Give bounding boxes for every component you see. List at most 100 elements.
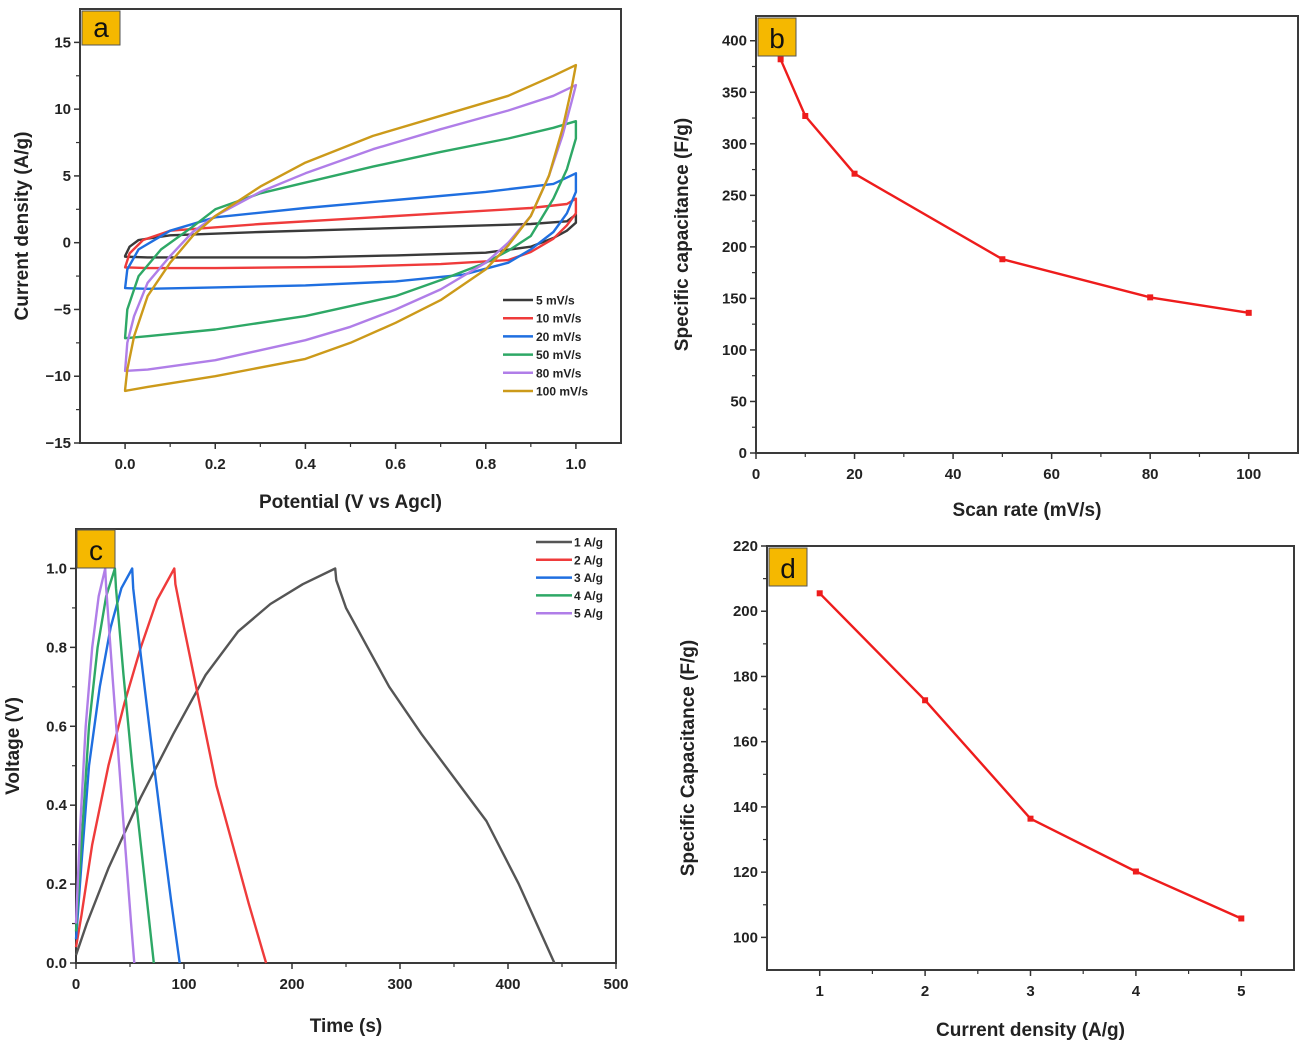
y-tick-label: 160 — [733, 734, 758, 751]
panel-label-letter: a — [93, 12, 109, 43]
series-line-specific-capacitance — [779, 58, 1249, 314]
data-point — [922, 697, 929, 704]
legend-label: 5 A/g — [574, 607, 603, 621]
y-tick-label: 120 — [733, 864, 758, 881]
y-tick-label: −5 — [54, 301, 71, 318]
x-tick-label: 200 — [279, 976, 304, 993]
x-tick-label: 40 — [945, 466, 962, 483]
panel-b: 0 20 40 60 80 100 0 50 100 150 200 250 300 350 400 Scan… — [672, 15, 1299, 521]
panel-label-letter: d — [780, 553, 796, 584]
x-tick-label: 500 — [603, 976, 628, 993]
x-tick-label: 4 — [1132, 983, 1141, 1000]
x-tick-label: 1 — [816, 983, 824, 1000]
series-line-80-mv-s — [123, 83, 578, 373]
panel-c: 0 100 200 300 400 500 0.0 0.2 0.4 0.6 0.8 1.0 Time (… — [3, 528, 629, 1037]
panel-label-badge — [757, 17, 797, 57]
y-tick-label: 400 — [722, 33, 747, 50]
legend-label: 1 A/g — [574, 536, 603, 550]
y-tick-label: 0.6 — [46, 718, 67, 735]
x-tick-label: 0 — [72, 976, 80, 993]
plot-frame — [75, 528, 617, 964]
x-tick-label: 60 — [1043, 466, 1060, 483]
series-line-10-mv-s — [123, 197, 578, 270]
y-tick-label: 50 — [730, 393, 747, 410]
x-tick-label: 100 — [171, 976, 196, 993]
y-axis-title: Current density (A/g) — [12, 132, 33, 321]
legend-label: 50 mV/s — [536, 348, 582, 362]
x-tick-label: 80 — [1142, 466, 1159, 483]
y-tick-label: 200 — [733, 603, 758, 620]
y-tick-label: 140 — [733, 799, 758, 816]
x-tick-label: 20 — [846, 466, 863, 483]
legend-label: 80 mV/s — [536, 366, 582, 380]
y-tick-label: 10 — [54, 101, 71, 118]
series-line-20-mv-s — [123, 172, 578, 290]
y-tick-label: 0 — [739, 445, 747, 462]
series-line-specific-capacitance — [818, 592, 1242, 920]
y-tick-label: 150 — [722, 290, 747, 307]
data-point — [1238, 915, 1245, 922]
y-tick-label: 220 — [733, 538, 758, 555]
y-tick-label: 200 — [722, 239, 747, 256]
y-axis-title: Voltage (V) — [3, 697, 24, 795]
x-tick-label: 0.2 — [205, 456, 226, 473]
y-tick-label: 5 — [63, 168, 71, 185]
panel-label-badge — [81, 10, 121, 46]
x-axis-title: Potential (V vs Agcl) — [259, 492, 442, 513]
series-line-5-a-g — [74, 567, 136, 964]
data-point — [777, 56, 784, 63]
data-point — [1147, 294, 1154, 301]
x-tick-label: 0.8 — [475, 456, 496, 473]
x-tick-label: 0.4 — [295, 456, 317, 473]
x-tick-label: 5 — [1237, 983, 1245, 1000]
panel-label-letter: b — [769, 23, 785, 54]
panel-d: 1 2 3 4 5 100 120 140 160 180 200 220 Current densit… — [678, 538, 1295, 1041]
y-axis-title: Specific capacitance (F/g) — [672, 118, 693, 351]
x-tick-label: 300 — [387, 976, 412, 993]
data-point — [802, 112, 809, 119]
legend-label: 3 A/g — [574, 571, 603, 585]
x-tick-label: 400 — [495, 976, 520, 993]
series-line-1-a-g — [74, 567, 556, 964]
legend-label: 4 A/g — [574, 589, 603, 603]
y-tick-label: 100 — [722, 342, 747, 359]
y-tick-label: 300 — [722, 136, 747, 153]
legend-label: 100 mV/s — [536, 385, 588, 399]
legend-label: 5 mV/s — [536, 294, 575, 308]
y-tick-label: 100 — [733, 929, 758, 946]
data-point — [816, 590, 823, 597]
y-tick-label: 15 — [54, 34, 71, 51]
series-line-4-a-g — [74, 567, 155, 964]
data-point — [999, 256, 1006, 263]
y-tick-label: −15 — [46, 435, 71, 452]
y-tick-label: 180 — [733, 668, 758, 685]
series-line-50-mv-s — [123, 120, 578, 340]
x-tick-label: 2 — [921, 983, 929, 1000]
x-tick-label: 1.0 — [565, 456, 586, 473]
plot-frame — [755, 15, 1299, 454]
x-tick-label: 0 — [752, 466, 760, 483]
panel-label-badge — [76, 529, 116, 569]
panel-label-letter: c — [89, 535, 103, 566]
panel-label-badge — [768, 547, 808, 587]
x-axis-title: Current density (A/g) — [936, 1020, 1125, 1041]
data-point — [851, 170, 858, 177]
legend-label: 10 mV/s — [536, 312, 582, 326]
series-line-2-a-g — [74, 567, 268, 964]
data-point — [1132, 868, 1139, 875]
y-tick-label: 0 — [63, 235, 71, 252]
y-tick-label: 350 — [722, 84, 747, 101]
data-point — [1027, 815, 1034, 822]
data-point — [1245, 309, 1252, 316]
x-axis-title: Scan rate (mV/s) — [953, 500, 1102, 521]
y-tick-label: 0.2 — [46, 876, 67, 893]
y-tick-label: 250 — [722, 187, 747, 204]
series-line-3-a-g — [74, 567, 181, 964]
legend-label: 20 mV/s — [536, 330, 582, 344]
x-tick-label: 100 — [1236, 466, 1261, 483]
y-tick-label: 0.8 — [46, 639, 67, 656]
y-tick-label: 1.0 — [46, 560, 67, 577]
series-line-5-mv-s — [123, 213, 578, 259]
y-tick-label: −10 — [46, 368, 71, 385]
